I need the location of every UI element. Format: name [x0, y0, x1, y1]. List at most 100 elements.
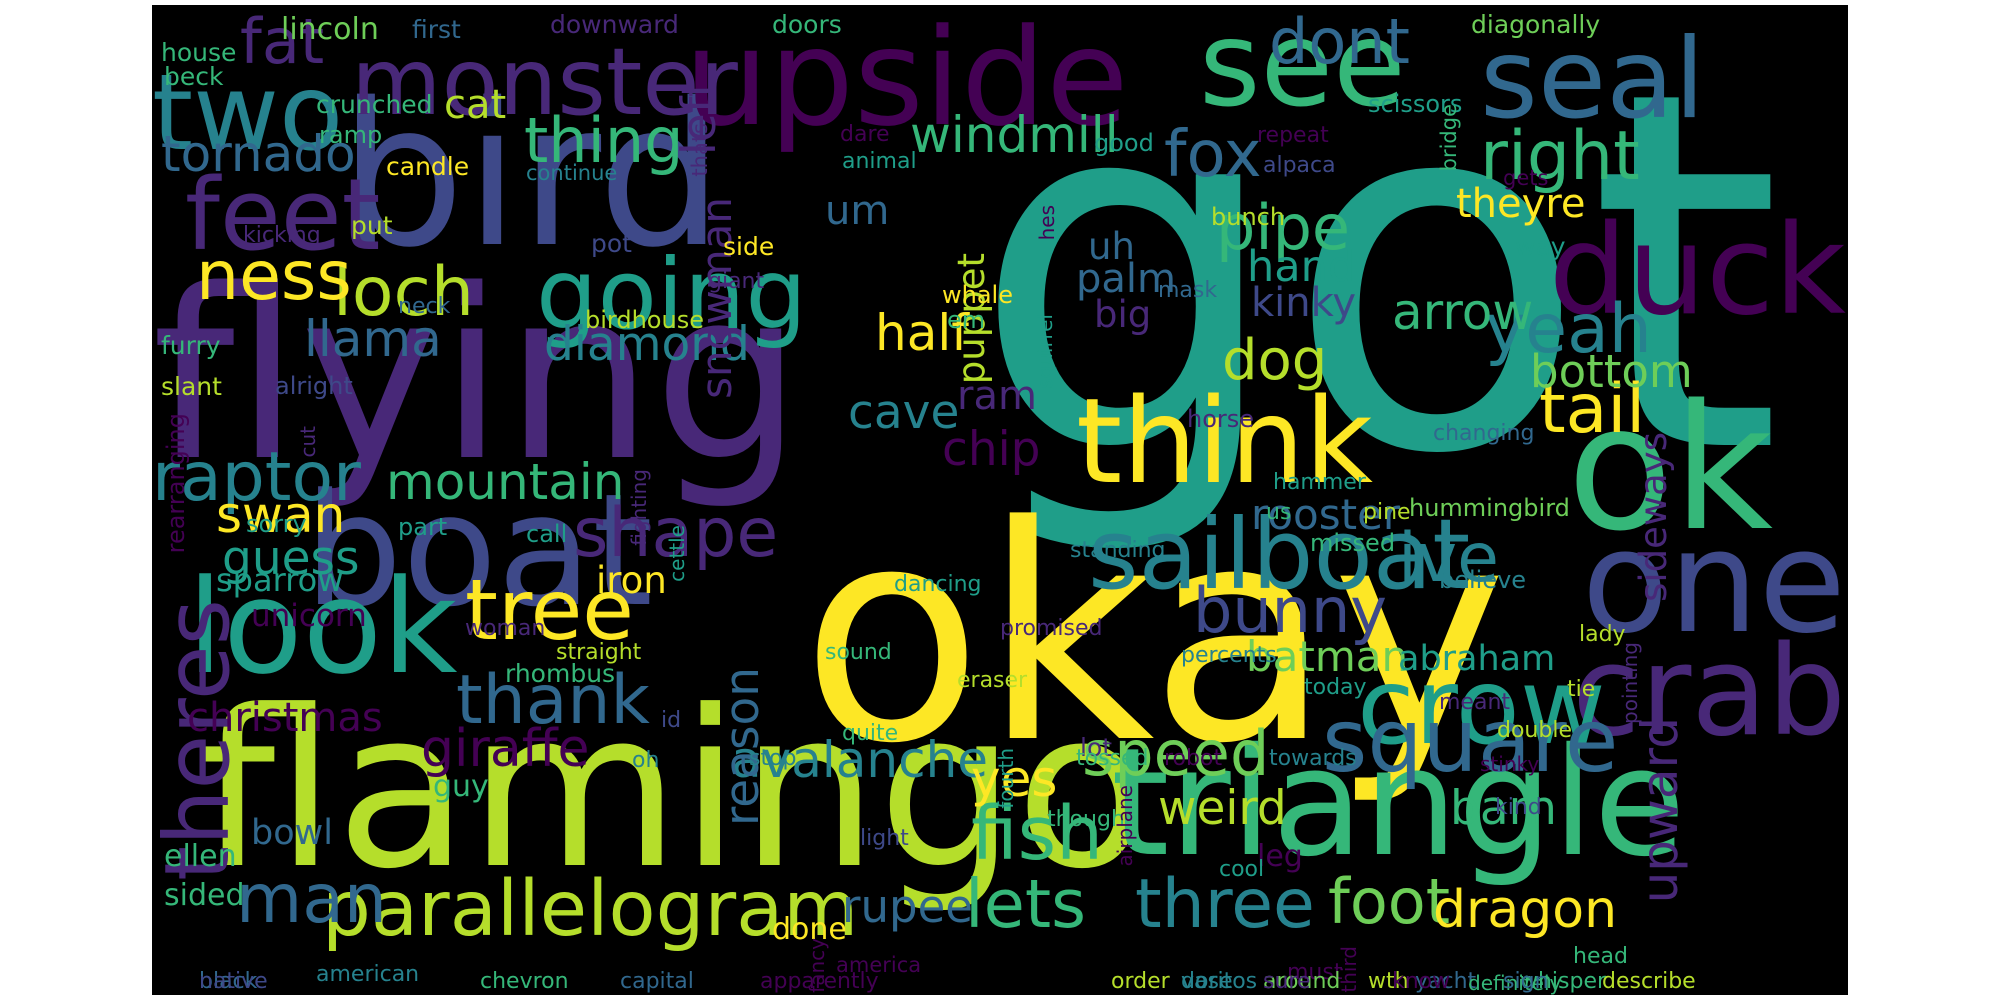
word-tree: tree — [465, 561, 634, 659]
word-rooster: rooster — [1251, 490, 1401, 539]
word-crab: crab — [1572, 620, 1846, 764]
word-ramp: ramp — [319, 121, 383, 149]
word-scissors: scissors — [1368, 90, 1463, 118]
word-slant: slant — [161, 372, 222, 401]
word-look: look — [187, 551, 458, 703]
word-crunched: crunched — [316, 90, 433, 119]
word-unicorn: unicorn — [251, 598, 367, 634]
word-call: call — [526, 520, 568, 548]
word-dont: dont — [1269, 5, 1410, 78]
word-yacht: yacht — [1415, 969, 1477, 994]
word-ness: ness — [196, 237, 352, 316]
word-swan: swan — [216, 486, 346, 544]
word-animal: animal — [842, 149, 917, 174]
word-raptor: raptor — [152, 438, 362, 517]
word-boat: boat — [304, 460, 653, 641]
word-way: way — [1515, 232, 1566, 261]
word-think: think — [1076, 372, 1373, 510]
word-house: house — [161, 38, 237, 67]
word-order: order — [1111, 969, 1170, 994]
word-around: around — [1263, 969, 1341, 994]
word-dog: dog — [1222, 328, 1328, 393]
word-side: side — [723, 232, 775, 261]
word-loch: loch — [333, 253, 474, 332]
word-fish: fish — [971, 791, 1104, 877]
word-diagonally: diagonally — [1471, 10, 1601, 39]
word-foot: foot — [1328, 865, 1451, 938]
word-hes: hes — [1035, 205, 1059, 241]
word-light: light — [860, 826, 909, 851]
word-put: put — [351, 211, 393, 240]
word-pine: pine — [1363, 500, 1411, 525]
word-describe: describe — [1602, 969, 1696, 994]
word-hummingbird: hummingbird — [1409, 494, 1570, 522]
word-okay: okay — [801, 463, 1508, 809]
word-diamond: diamond — [544, 317, 750, 372]
word-definitely: definitely — [1468, 971, 1562, 995]
word-missed: missed — [1310, 529, 1396, 557]
word-right: right — [1480, 117, 1640, 196]
word-america: america — [836, 953, 922, 977]
word-speed: speed — [1082, 717, 1270, 790]
word-doritos: doritos — [1181, 969, 1258, 994]
word-iron: iron — [596, 559, 667, 602]
word-half: half — [875, 304, 969, 362]
word-lets: lets — [965, 865, 1087, 943]
word-today: today — [1304, 675, 1367, 700]
word-beck: beck — [164, 62, 224, 91]
word-see: see — [1199, 5, 1406, 133]
word-big: big — [1094, 293, 1152, 336]
word-theyre: theyre — [1456, 181, 1586, 227]
word-weird: weird — [1158, 781, 1287, 836]
word-alpaca: alpaca — [1263, 153, 1336, 178]
word-changing: changing — [1433, 421, 1535, 446]
word-wth: wth — [1368, 969, 1409, 994]
word-sure: sure — [1263, 969, 1311, 994]
word-pipe: pipe — [1216, 191, 1351, 264]
word-promised: promised — [1000, 616, 1103, 641]
word-going: going — [536, 238, 807, 351]
word-quite: quite — [842, 721, 899, 746]
word-chevron: chevron — [480, 969, 569, 994]
word-chip: chip — [942, 422, 1041, 477]
word-pot: pot — [591, 229, 632, 258]
word-upward: upward — [1631, 717, 1689, 904]
word-cut: cut — [296, 426, 320, 458]
word-stinky: stinky — [1480, 752, 1540, 776]
word-fox: fox — [1164, 118, 1262, 192]
word-um: um — [825, 188, 890, 234]
word-square: square — [1322, 690, 1619, 792]
word-batman: batman — [1246, 632, 1409, 681]
word-eraser: eraser — [957, 668, 1028, 693]
word-tail: tail — [1539, 370, 1646, 449]
word-whisper: whisper — [1520, 969, 1607, 994]
word-ok: ok — [1567, 367, 1774, 569]
word-american: american — [316, 962, 420, 987]
word-avalanche: avalanche — [731, 731, 989, 789]
word-christmas: christmas — [187, 695, 383, 741]
word-seal: seal — [1480, 15, 1705, 144]
word-standing: standing — [1070, 538, 1166, 563]
word-head: head — [1573, 944, 1628, 969]
word-kind: kind — [1495, 795, 1542, 820]
word-feet: feet — [185, 158, 381, 273]
word-black: black — [199, 969, 258, 994]
word-rhombus: rhombus — [505, 659, 616, 688]
word-sailboat: sailboat — [1088, 498, 1471, 611]
word-em: em — [947, 306, 986, 334]
word-flamingo: flamingo — [199, 665, 1149, 917]
word-repeat: repeat — [1257, 123, 1329, 148]
word-woman: woman — [465, 616, 546, 641]
word-one: one — [1581, 500, 1846, 665]
word-yeah: yeah — [1485, 290, 1652, 369]
word-bowl: bowl — [251, 813, 333, 853]
word-bottom: bottom — [1530, 345, 1693, 398]
word-native: native — [199, 969, 268, 994]
word-alright: alright — [275, 372, 353, 400]
word-percents: percents — [1181, 643, 1277, 668]
word-kinky: kinky — [1251, 280, 1357, 326]
word-meant: meant — [1439, 690, 1511, 715]
word-squirrel: squirrel — [1033, 314, 1057, 389]
word-cave: cave — [848, 385, 960, 440]
word-thats: thats — [688, 123, 712, 177]
